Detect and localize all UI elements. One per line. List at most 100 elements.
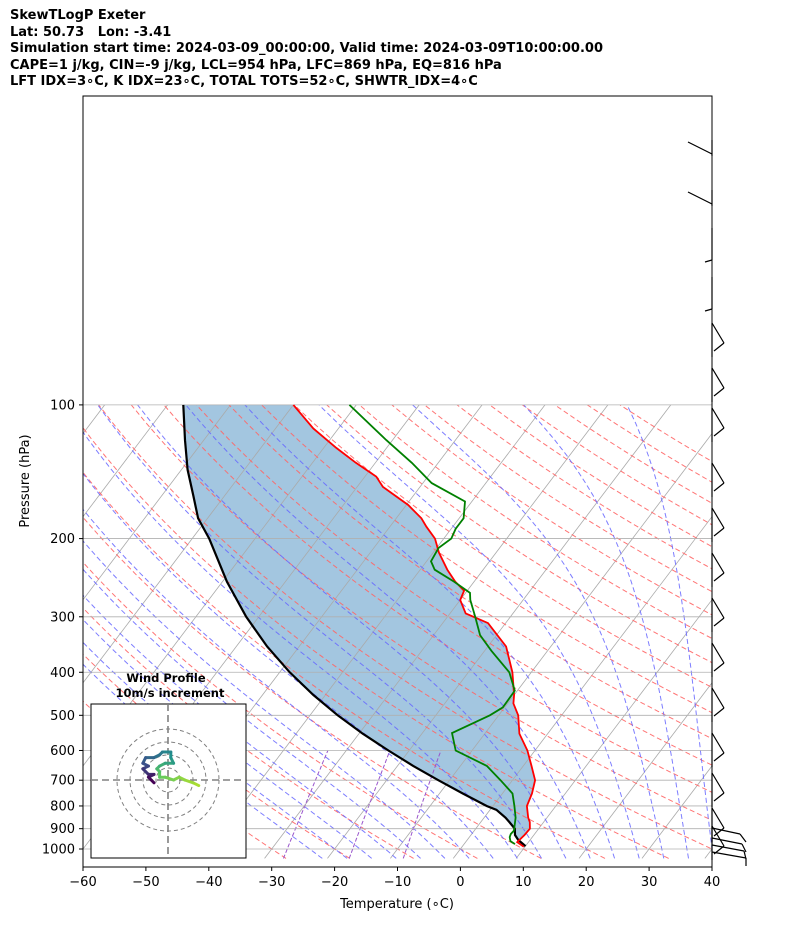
wind-barb <box>711 322 725 357</box>
dry-adiabat-line <box>391 404 712 616</box>
x-tick-label: 30 <box>641 875 658 890</box>
x-tick-label: −10 <box>384 875 411 890</box>
wind-barb-staff <box>711 807 725 829</box>
x-axis-ticks: −60 −50 −40 −30 −20 −10 0 10 20 30 40 <box>69 867 720 890</box>
moist-adiabat-line <box>318 404 640 859</box>
x-tick-label: 40 <box>704 875 721 890</box>
header-location: Lat: 50.73 Lon: -3.41 <box>10 24 172 40</box>
parcel-profile-line <box>182 404 527 847</box>
moist-adiabat-line <box>137 404 567 859</box>
wind-barb-staff <box>711 507 725 529</box>
wind-barb-staff <box>711 597 725 619</box>
isotherm-line <box>452 515 712 859</box>
cape-shading <box>183 404 536 847</box>
moist-adiabat-line <box>626 404 712 853</box>
y-tick-label: 200 <box>50 532 75 547</box>
moist-adiabat-line <box>83 568 421 859</box>
wind-barb-staff <box>711 367 725 389</box>
mixing-ratio-line <box>283 750 329 859</box>
moist-adiabat-line <box>83 431 518 859</box>
dry-adiabat-line <box>196 404 712 766</box>
wind-barb-flag <box>713 387 725 397</box>
moist-adiabat-line <box>83 540 446 859</box>
header-cape-info: CAPE=1 j/kg, CIN=-9 j/kg, LCL=954 hPa, L… <box>10 57 502 73</box>
wind-barb <box>711 407 725 442</box>
x-tick-label: −60 <box>69 875 96 890</box>
y-tick-label: 400 <box>50 666 75 681</box>
wind-barb-flag <box>713 827 725 837</box>
moist-adiabat-line <box>185 404 591 859</box>
wind-barb-staff <box>711 462 725 484</box>
moist-adiabat-line <box>244 404 616 859</box>
wind-barb-flag <box>713 792 725 802</box>
wind-barb <box>711 851 747 866</box>
wind-barb-staff <box>711 687 725 709</box>
isotherm-line <box>83 404 231 601</box>
moist-adiabat-line <box>83 594 397 859</box>
isotherm-line <box>264 404 609 859</box>
wind-barb-staff <box>711 552 725 574</box>
mixing-ratio-line <box>402 750 442 859</box>
dry-adiabat-line <box>130 404 712 821</box>
x-axis-label: Temperature (∘C) <box>339 897 454 912</box>
wind-barb-flag <box>713 572 725 582</box>
wind-barb <box>711 507 725 542</box>
x-tick-label: 0 <box>456 875 464 890</box>
isotherm-line <box>83 404 168 518</box>
wind-barb <box>711 687 725 722</box>
wind-barb-staff <box>711 837 743 845</box>
dry-adiabat-line <box>83 427 669 859</box>
y-tick-label: 900 <box>50 822 75 837</box>
chart-header: SkewTLogP Exeter Lat: 50.73 Lon: -3.41 Sim… <box>10 8 603 91</box>
y-tick-label: 700 <box>50 774 75 789</box>
wind-barb-flag <box>704 259 713 263</box>
wind-barb-staff <box>711 844 745 852</box>
wind-barb-staff <box>711 732 725 754</box>
wind-barb <box>711 827 747 843</box>
wind-barb-flag <box>713 342 725 352</box>
x-tick-label: −30 <box>258 875 285 890</box>
isotherm-line <box>641 765 712 859</box>
wind-barb <box>711 837 747 853</box>
dry-adiabat-line <box>359 404 712 639</box>
dry-adiabat-line <box>163 404 712 793</box>
wind-barb-staff <box>711 851 747 859</box>
y-tick-label: 600 <box>50 744 75 759</box>
hodograph-title: Wind Profile <box>126 671 206 685</box>
dewpoint-profile-line <box>348 404 517 845</box>
x-tick-label: −20 <box>321 875 348 890</box>
hodograph-rings <box>91 704 246 858</box>
wind-barb-flag <box>739 833 747 843</box>
dry-adiabat-line <box>83 516 542 859</box>
dry-adiabat-line <box>228 404 712 740</box>
moist-adiabat-line <box>523 404 689 859</box>
y-tick-label: 300 <box>50 610 75 625</box>
wind-barb-flag <box>713 707 725 717</box>
isotherm-line <box>515 599 712 859</box>
y-axis-label: Pressure (hPa) <box>18 434 33 527</box>
dry-adiabat-line <box>293 404 712 688</box>
moist-adiabat-line <box>83 618 373 859</box>
wind-barb-flag <box>713 752 725 762</box>
y-tick-label: 500 <box>50 709 75 724</box>
wind-barb-staff <box>711 772 725 794</box>
wind-barb-staff <box>711 322 725 344</box>
hodograph-inset: Wind Profile 10m/s increment <box>90 671 247 859</box>
wind-barb-flag <box>713 527 725 537</box>
y-tick-label: 100 <box>50 398 75 413</box>
x-tick-label: −50 <box>132 875 159 890</box>
wind-barb <box>711 597 725 632</box>
cape-area <box>183 404 536 847</box>
wind-barb-staff <box>711 825 725 847</box>
temperature-profile-line <box>292 404 537 848</box>
x-tick-label: 10 <box>515 875 532 890</box>
isotherm-line <box>83 404 357 767</box>
wind-barb <box>711 462 725 497</box>
sounding-profiles <box>182 404 537 848</box>
wind-barb-flag <box>713 482 725 492</box>
hodograph-segment <box>149 778 156 785</box>
wind-barb <box>711 367 725 402</box>
moist-adiabat-line <box>97 404 543 859</box>
header-indices: LFT IDX=3∘C, K IDX=23∘C, TOTAL TOTS=52∘C… <box>10 74 478 90</box>
